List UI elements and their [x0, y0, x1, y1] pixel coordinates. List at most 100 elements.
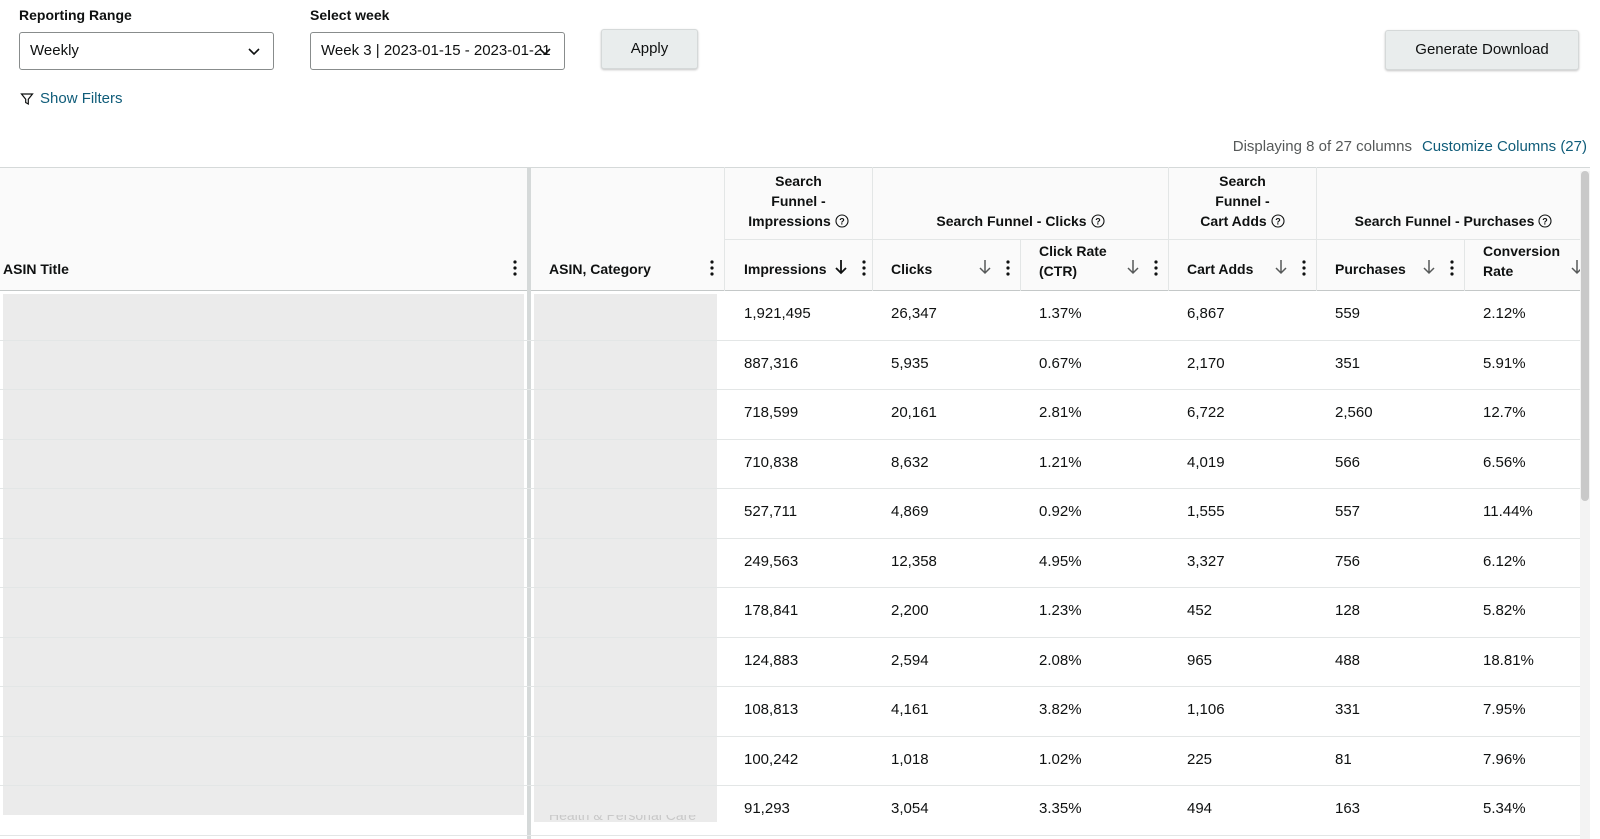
table-cell: 108,813 — [744, 701, 799, 718]
sort-arrow-down-icon[interactable] — [978, 259, 992, 275]
table-cell: 2,594 — [891, 651, 929, 669]
table-cell: 2.12% — [1483, 305, 1526, 322]
table-cell: 527,711 — [744, 503, 798, 520]
col-header-conversion-rate[interactable]: Conversion Rate — [1483, 243, 1561, 279]
show-filters-link[interactable]: Show Filters — [20, 90, 123, 107]
table-cell: 331 — [1335, 701, 1361, 718]
table-cell: 1,106 — [1187, 701, 1225, 718]
sort-arrow-down-icon[interactable] — [1422, 259, 1436, 275]
table-cell: 225 — [1187, 750, 1213, 768]
table-row[interactable]: 527,711 4,869 0.92% 1,555 557 11.44% — [0, 489, 1590, 539]
group-header-impressions: Search Funnel - Impressions? — [725, 171, 872, 231]
table-row[interactable]: 710,838 8,632 1.21% 4,019 566 6.56% — [0, 440, 1590, 489]
table-cell: 20,161 — [891, 404, 937, 421]
reporting-range-select[interactable]: Weekly — [19, 32, 274, 70]
column-menu-icon[interactable] — [862, 260, 866, 276]
column-menu-icon[interactable] — [710, 260, 714, 276]
row-divider — [0, 636, 1590, 638]
table-row[interactable]: 100,242 1,018 1.02% 225 81 7.96% — [0, 737, 1590, 786]
row-divider — [0, 339, 1590, 341]
help-icon[interactable]: ? — [835, 214, 849, 228]
column-menu-icon[interactable] — [1006, 260, 1010, 276]
table-cell: 1.21% — [1039, 453, 1082, 471]
table-row[interactable]: 249,563 12,358 4.95% 3,327 756 6.12% — [0, 539, 1590, 588]
table-cell: 1.23% — [1039, 602, 1082, 619]
col-header-asin-category[interactable]: ASIN, Category — [549, 261, 651, 277]
group-header-divider — [725, 239, 1590, 240]
column-menu-icon[interactable] — [1302, 260, 1306, 276]
table-cell: 178,841 — [744, 602, 799, 619]
table-cell: 710,838 — [744, 453, 799, 471]
sort-arrow-down-icon[interactable] — [834, 259, 848, 275]
generate-download-button[interactable]: Generate Download — [1385, 30, 1579, 70]
select-week-label: Select week — [310, 7, 390, 23]
row-divider — [0, 686, 1590, 687]
row-divider — [0, 488, 1590, 489]
table-row[interactable]: 108,813 4,161 3.82% 1,106 331 7.95% — [0, 687, 1590, 737]
table-row[interactable]: 1,921,495 26,347 1.37% 6,867 559 2.12% — [0, 291, 1590, 341]
help-icon[interactable]: ? — [1538, 214, 1552, 228]
chevron-down-icon — [248, 48, 260, 56]
help-icon[interactable]: ? — [1091, 214, 1105, 228]
svg-text:?: ? — [839, 217, 845, 227]
partial-category-text: Health & Personal Care — [549, 815, 697, 823]
row-divider — [0, 834, 1590, 836]
table-row[interactable]: 124,883 2,594 2.08% 965 488 18.81% — [0, 638, 1590, 687]
column-menu-icon[interactable] — [1154, 260, 1158, 276]
table-cell: 7.96% — [1483, 750, 1526, 768]
col-header-purchases[interactable]: Purchases — [1335, 261, 1406, 277]
select-week-select[interactable]: Week 3 | 2023-01-15 - 2023-01-21 — [310, 32, 565, 70]
table-cell: 5.91% — [1483, 354, 1526, 372]
scrollbar-thumb[interactable] — [1581, 171, 1589, 501]
col-divider — [1316, 167, 1317, 291]
table-cell: 3,054 — [891, 800, 929, 817]
table-cell: 452 — [1187, 602, 1213, 619]
table-row[interactable]: 718,599 20,161 2.81% 6,722 2,560 12.7% — [0, 390, 1590, 440]
table-cell: 718,599 — [744, 404, 799, 421]
col-header-clicks[interactable]: Clicks — [891, 261, 933, 277]
table-cell: 6,722 — [1187, 404, 1225, 421]
table-cell: 3.82% — [1039, 701, 1082, 718]
table-cell: 6.56% — [1483, 453, 1526, 471]
table-cell: 1.02% — [1039, 750, 1082, 768]
table-row[interactable]: 178,841 2,200 1.23% 452 128 5.82% — [0, 588, 1590, 638]
table-cell: 351 — [1335, 354, 1361, 372]
group-header-cart-adds: Search Funnel - Cart Adds? — [1169, 171, 1316, 231]
table-cell: 7.95% — [1483, 701, 1526, 718]
table-cell: 965 — [1187, 651, 1213, 669]
col-divider — [1168, 167, 1169, 291]
row-divider — [0, 537, 1590, 539]
table-cell: 4,019 — [1187, 453, 1225, 471]
table-cell: 2,200 — [891, 602, 929, 619]
table-cell: 6,867 — [1187, 305, 1225, 322]
table-cell: 26,347 — [891, 305, 937, 322]
table-cell: 0.92% — [1039, 503, 1082, 520]
table-cell: 100,242 — [744, 750, 799, 768]
col-header-ctr[interactable]: Click Rate (CTR) — [1039, 243, 1107, 279]
sort-arrow-down-icon[interactable] — [1274, 259, 1288, 275]
apply-button[interactable]: Apply — [601, 29, 698, 69]
table-cell: 124,883 — [744, 651, 799, 669]
table-cell: 1,018 — [891, 750, 929, 768]
column-menu-icon[interactable] — [513, 260, 517, 276]
table-row[interactable]: 887,316 5,935 0.67% 2,170 351 5.91% — [0, 341, 1590, 390]
table-cell: 488 — [1335, 651, 1361, 669]
vertical-scrollbar[interactable] — [1580, 171, 1590, 839]
sort-arrow-down-icon[interactable] — [1126, 259, 1140, 275]
table-cell: 11.44% — [1483, 503, 1533, 520]
table-header — [0, 167, 1590, 291]
table-cell: 91,293 — [744, 800, 790, 817]
col-header-asin-title[interactable]: ASIN Title — [3, 261, 69, 277]
table-row[interactable]: 91,293 3,054 3.35% 494 163 5.34% — [0, 786, 1590, 836]
table-cell: 18.81% — [1483, 651, 1534, 669]
column-menu-icon[interactable] — [1450, 260, 1454, 276]
customize-columns-link[interactable]: Customize Columns (27) — [1421, 138, 1587, 155]
col-header-impressions[interactable]: Impressions — [744, 261, 827, 277]
filter-icon — [20, 92, 34, 105]
row-divider — [0, 389, 1590, 390]
table-cell: 2.08% — [1039, 651, 1082, 669]
col-divider — [724, 167, 725, 291]
col-header-cart-adds[interactable]: Cart Adds — [1187, 261, 1254, 277]
help-icon[interactable]: ? — [1271, 214, 1285, 228]
frozen-column-divider — [527, 167, 531, 839]
